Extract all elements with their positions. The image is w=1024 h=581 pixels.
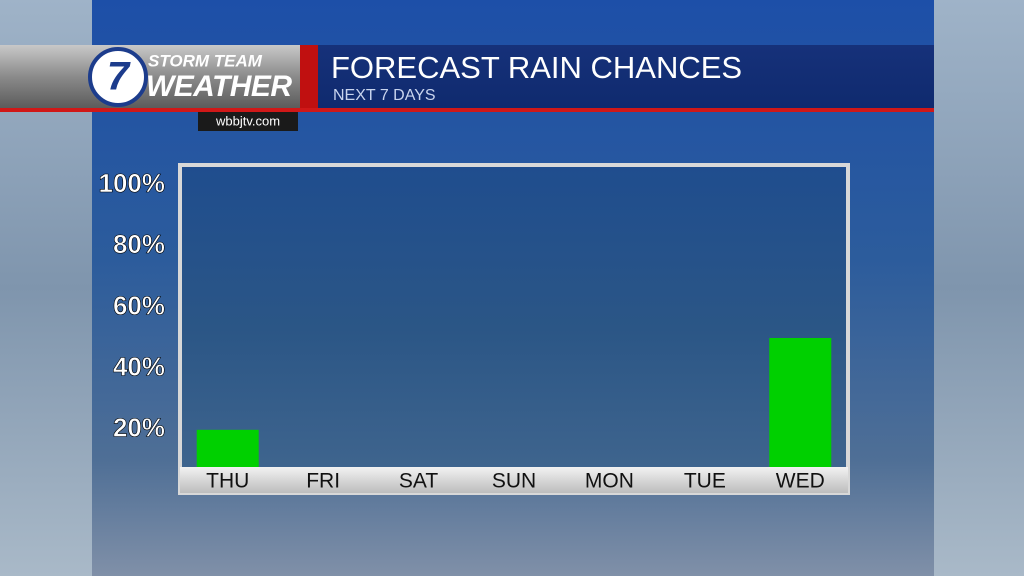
plot-frame (178, 163, 850, 495)
x-tick-label: THU (206, 470, 249, 493)
logo-area (0, 45, 300, 109)
y-tick-label: 60% (113, 290, 165, 320)
y-tick-label: 100% (99, 168, 166, 198)
logo-number: 7 (107, 55, 131, 99)
y-tick-label: 80% (113, 229, 165, 259)
chart-subtitle: NEXT 7 DAYS (333, 87, 436, 104)
x-tick-label: SAT (399, 470, 438, 493)
x-tick-label: WED (776, 470, 825, 493)
x-tick-label: TUE (684, 470, 726, 493)
category-strip (180, 467, 848, 493)
x-tick-label: SUN (492, 470, 536, 493)
y-tick-label: 20% (113, 413, 165, 443)
logo-line1: STORM TEAM (148, 51, 263, 70)
chart-title: FORECAST RAIN CHANCES (331, 50, 742, 85)
logo-circle (88, 47, 148, 107)
x-tick-label: MON (585, 470, 634, 493)
logo-line2: WEATHER (146, 70, 292, 103)
y-tick-label: 40% (113, 351, 165, 381)
header-divider (300, 45, 318, 109)
header-rule (0, 108, 934, 112)
bar (769, 338, 832, 491)
website: wbbjtv.com (215, 113, 280, 128)
x-tick-label: FRI (306, 470, 340, 493)
website-tab (198, 112, 298, 131)
